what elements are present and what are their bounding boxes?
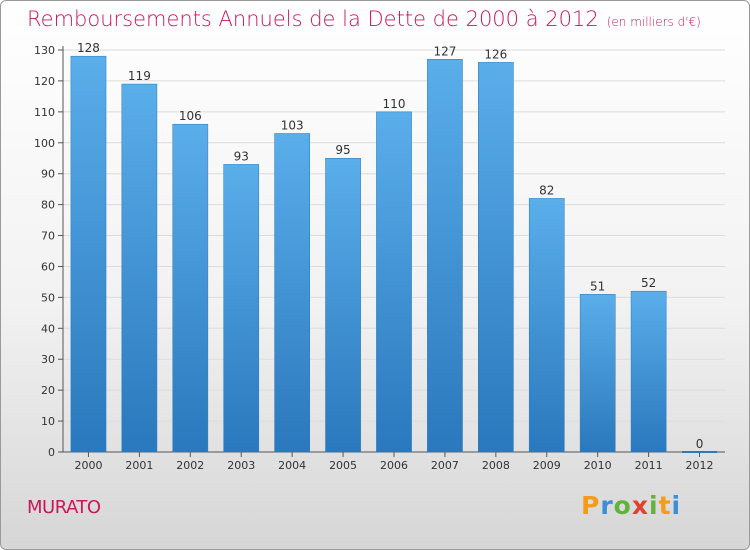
chart-bars — [70, 55, 718, 453]
bar — [70, 55, 107, 453]
x-tick-label: 2005 — [329, 459, 357, 472]
bar-value-label: 128 — [77, 41, 100, 55]
bar — [121, 83, 158, 453]
bar-value-label: 126 — [484, 47, 507, 61]
logo-letter: o — [613, 491, 632, 520]
bar — [630, 290, 667, 453]
y-tick-label: 20 — [41, 384, 55, 397]
y-tick-label: 50 — [41, 291, 55, 304]
logo-letter: x — [631, 491, 649, 520]
logo-letter: r — [600, 491, 614, 520]
bar — [427, 59, 463, 453]
bar — [223, 164, 260, 453]
proxiti-logo: Proxiti — [581, 491, 681, 520]
chart-unit: (en milliers d'€) — [606, 15, 701, 29]
x-tick-label: 2010 — [584, 459, 612, 472]
y-tick-label: 90 — [41, 168, 55, 181]
logo-letter: i — [649, 491, 659, 520]
x-tick-label: 2011 — [635, 459, 663, 472]
bar-value-label: 127 — [433, 44, 456, 58]
y-tick-label: 130 — [34, 44, 55, 57]
x-tick-label: 2004 — [278, 459, 306, 472]
chart-title: Remboursements Annuels de la Dette de 20… — [27, 7, 701, 31]
bar-value-label: 110 — [383, 97, 406, 111]
chart-labels: 0 10 20 30 40 50 60 70 80 90 100 110 120 130 128 2000 11… — [34, 41, 714, 472]
x-tick-label: 2007 — [431, 459, 459, 472]
town-name: MURATO — [27, 497, 101, 518]
logo-letter: P — [581, 491, 601, 520]
bar-value-label: 52 — [641, 276, 656, 290]
bar — [478, 62, 514, 453]
x-tick-label: 2002 — [176, 459, 204, 472]
bar — [579, 294, 616, 453]
y-tick-label: 80 — [41, 199, 55, 212]
bar — [274, 133, 310, 453]
y-tick-label: 110 — [34, 106, 55, 119]
bar-value-label: 51 — [590, 279, 605, 293]
x-tick-label: 2003 — [227, 459, 255, 472]
x-tick-label: 2001 — [125, 459, 153, 472]
y-tick-label: 120 — [34, 75, 55, 88]
logo-letter: i — [671, 491, 682, 520]
y-tick-label: 40 — [41, 322, 55, 335]
x-tick-label: 2000 — [74, 459, 102, 472]
bar-value-label: 93 — [234, 149, 249, 163]
y-tick-label: 70 — [41, 230, 55, 243]
bar-value-label: 95 — [335, 143, 350, 157]
bar — [528, 198, 565, 453]
y-tick-label: 30 — [41, 353, 55, 366]
x-tick-label: 2012 — [686, 459, 714, 472]
bar-value-label: 119 — [128, 69, 151, 83]
bar-value-label: 0 — [696, 437, 704, 451]
y-tick-label: 0 — [48, 446, 55, 459]
bar — [172, 123, 209, 453]
bar — [325, 157, 361, 453]
x-tick-label: 2006 — [380, 459, 408, 472]
bar-value-label: 103 — [281, 118, 304, 132]
y-tick-label: 100 — [34, 137, 55, 150]
x-tick-label: 2008 — [482, 459, 510, 472]
y-tick-label: 10 — [41, 415, 55, 428]
chart-title-text: Remboursements Annuels de la Dette de 20… — [27, 7, 599, 31]
bar-value-label: 106 — [179, 109, 202, 123]
logo-letter: t — [658, 491, 672, 520]
y-tick-label: 60 — [41, 260, 55, 273]
bar — [376, 111, 412, 453]
bar-value-label: 82 — [539, 183, 554, 197]
x-tick-label: 2009 — [533, 459, 561, 472]
